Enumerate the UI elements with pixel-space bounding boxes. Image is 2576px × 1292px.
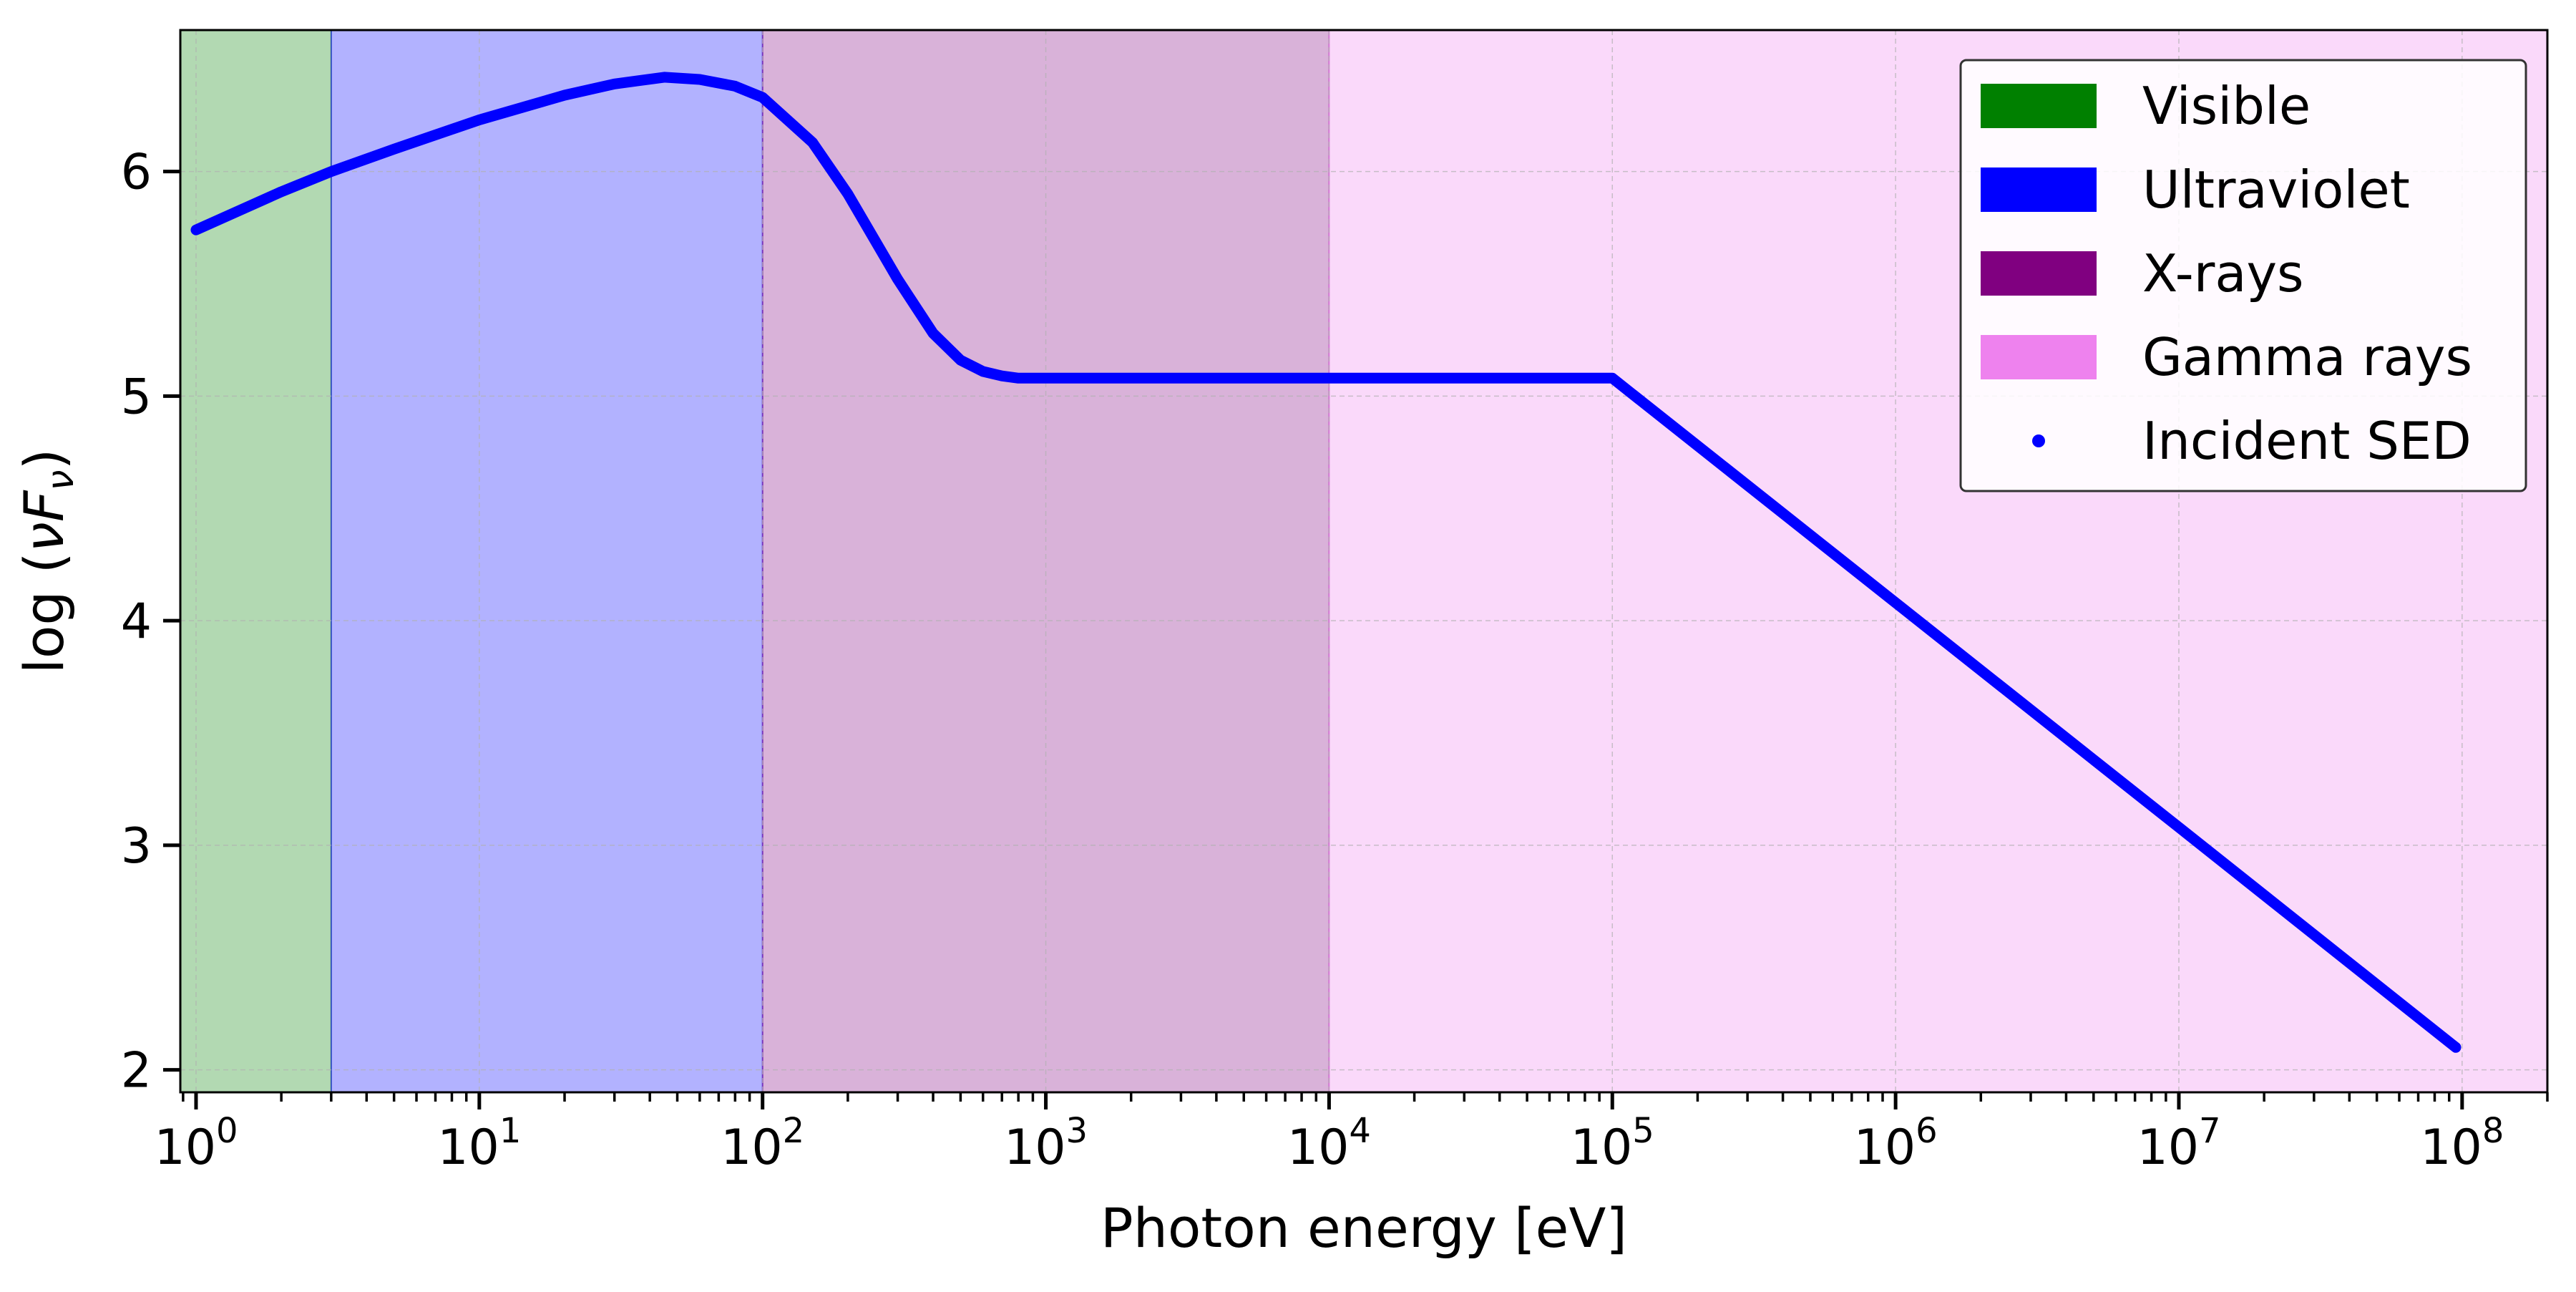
data-point [659,72,670,82]
y-tick-label: 6 [121,145,152,201]
y-axis-label-subscript: ν [39,470,82,490]
data-point [928,328,939,339]
data-point [1013,373,1024,384]
y-tick-label: 3 [121,818,152,875]
data-point [1126,373,1136,384]
data-point [757,92,768,103]
x-tick-base: 10 [2137,1119,2199,1176]
data-point [1890,598,1901,608]
x-tick-exponent: 6 [1916,1111,1938,1151]
data-point [609,79,620,89]
x-tick-base: 10 [1854,1119,1916,1176]
legend-frame [1959,59,2527,492]
x-tick-label: 100 [154,1111,238,1176]
x-tick-exponent: 3 [1066,1111,1088,1151]
x-tick-base: 10 [721,1119,783,1176]
y-tick-label: 4 [121,593,152,650]
data-point [276,186,287,197]
x-axis-label: Photon energy [eV] [1101,1196,1627,1260]
x-tick-exponent: 8 [2482,1111,2504,1151]
x-tick-base: 10 [2420,1119,2482,1176]
x-tick-exponent: 2 [783,1111,805,1151]
data-point [2173,822,2184,832]
data-point [977,366,988,377]
band-visible [180,29,332,1093]
y-axis-label: log (νFν) [12,449,82,674]
series-incident-sed [190,72,2462,1053]
legend-marker-incident-sed [2032,434,2045,447]
data-point [1239,373,1249,384]
data-point [955,355,966,366]
data-point [474,115,484,125]
data-point [730,81,741,92]
y-axis-label-prefix: log ( [12,553,76,674]
data-point [190,225,201,235]
x-tick-exponent: 4 [1349,1111,1371,1151]
legend-label-ultraviolet: Ultraviolet [2142,160,2410,220]
x-tick-exponent: 7 [2199,1111,2221,1151]
x-tick-exponent: 0 [216,1111,238,1151]
x-tick-label: 105 [1571,1111,1654,1176]
legend: Visible Ultraviolet X-rays Gamma rays Incide… [1959,59,2527,492]
legend-swatch-ultraviolet [1981,167,2097,212]
x-tick-label: 102 [721,1111,804,1176]
x-tick-base: 10 [1571,1119,1633,1176]
x-tick-label: 103 [1004,1111,1088,1176]
x-tick-label: 106 [1854,1111,1938,1176]
legend-swatch-x-rays [1981,251,2097,296]
axis-ticks [163,170,2549,1109]
legend-label-x-rays: X-rays [2142,243,2304,303]
data-point [1607,373,1618,384]
data-point [1040,373,1051,384]
x-tick-label: 107 [2137,1111,2220,1176]
x-tick-base: 10 [1004,1119,1066,1176]
x-tick-exponent: 1 [499,1111,522,1151]
series-layer [190,72,2462,1053]
x-tick-exponent: 5 [1632,1111,1654,1151]
y-axis-label-symbol: νF [12,490,76,552]
grid-lines [180,30,2547,1092]
x-tick-label: 104 [1287,1111,1371,1176]
plot-frame [179,29,2549,1094]
data-point [807,137,818,147]
legend-label-gamma-rays: Gamma rays [2142,327,2472,387]
band-ultraviolet [330,29,763,1093]
data-point [559,89,570,100]
y-axis-label-close: ) [12,449,76,470]
legend-swatch-visible [1981,84,2097,128]
data-point [326,166,336,177]
legend-swatch-gamma-rays [1981,335,2097,379]
x-tick-base: 10 [1287,1119,1350,1176]
x-tick-label: 101 [437,1111,521,1176]
y-tick-label: 5 [121,369,152,425]
x-tick-label: 108 [2420,1111,2504,1176]
legend-label-visible: Visible [2142,76,2311,136]
x-tick-base: 10 [154,1119,216,1176]
y-tick-label: 2 [121,1043,152,1099]
data-point [694,74,705,85]
data-point [1459,373,1470,384]
data-point [2451,1042,2462,1053]
data-point [892,274,903,285]
data-point [842,189,853,200]
x-tick-base: 10 [437,1119,499,1176]
data-point [1324,373,1335,384]
data-point [997,371,1008,382]
energy-bands [180,29,2548,1093]
legend-label-incident-sed: Incident SED [2142,411,2472,471]
legend-items: Visible Ultraviolet X-rays Gamma rays Incide… [1981,76,2472,471]
data-point [389,144,399,155]
